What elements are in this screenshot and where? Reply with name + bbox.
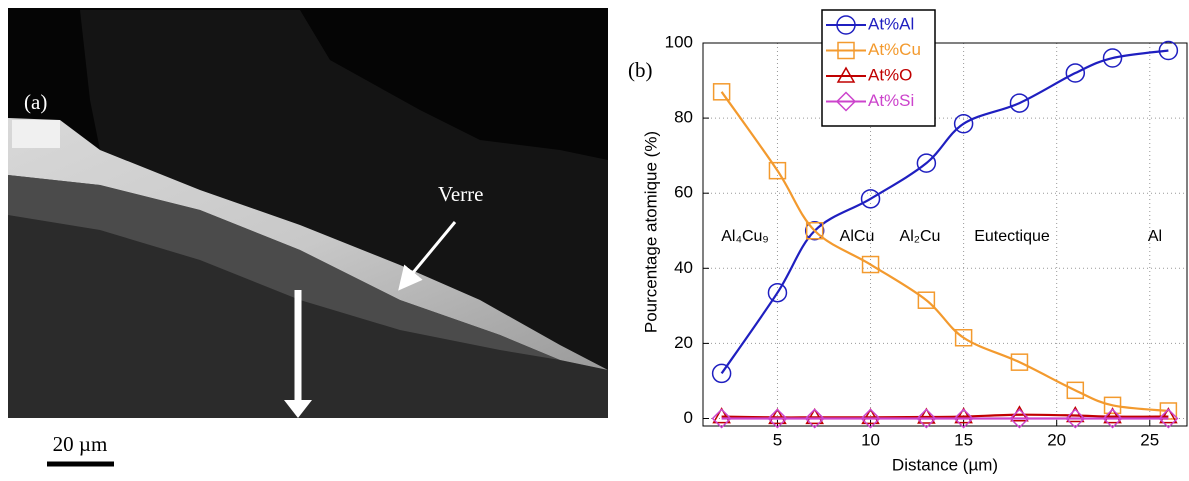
series-line xyxy=(721,413,1169,419)
legend-label: At%Cu xyxy=(868,40,921,59)
marker xyxy=(916,153,937,173)
marker xyxy=(1158,40,1179,61)
marker xyxy=(804,408,825,429)
legend-box xyxy=(821,9,936,127)
x-tick-label: 20 xyxy=(1047,430,1066,449)
marker xyxy=(1103,396,1122,415)
marker xyxy=(711,363,732,384)
x-tick-label: 25 xyxy=(1140,430,1159,449)
marker xyxy=(1009,93,1030,113)
marker xyxy=(837,41,855,60)
marker xyxy=(954,329,973,347)
marker xyxy=(712,83,731,101)
marker xyxy=(1010,353,1029,371)
marker xyxy=(836,15,856,35)
y-tick-label: 60 xyxy=(674,183,693,202)
chart-label: (b) xyxy=(628,58,653,82)
marker xyxy=(1066,381,1085,400)
marker xyxy=(805,221,824,240)
marker xyxy=(805,407,824,425)
marker xyxy=(1065,63,1086,83)
x-tick-label: 15 xyxy=(954,430,973,449)
phase-label: Al₄Cu₉ xyxy=(721,228,769,245)
marker xyxy=(804,220,825,241)
plot-frame xyxy=(702,42,1188,427)
image-annotation: Verre xyxy=(438,182,483,206)
marker xyxy=(917,291,936,309)
marker xyxy=(1009,408,1030,429)
marker xyxy=(1102,408,1123,429)
marker xyxy=(917,407,936,424)
x-tick-label: 5 xyxy=(773,430,782,449)
marker xyxy=(1159,407,1178,424)
marker xyxy=(860,189,881,209)
y-tick-label: 0 xyxy=(684,408,693,427)
legend-label: At%O xyxy=(868,65,912,84)
marker xyxy=(861,407,880,425)
marker xyxy=(916,408,937,429)
marker xyxy=(767,282,788,303)
marker xyxy=(835,91,857,112)
marker xyxy=(767,408,788,429)
marker xyxy=(1102,48,1123,68)
marker xyxy=(1103,407,1122,424)
x-tick-label: 10 xyxy=(861,430,880,449)
marker xyxy=(712,407,731,424)
phase-label: Eutectique xyxy=(974,228,1050,245)
image-label: (a) xyxy=(24,90,47,114)
x-axis-label: Distance (µm) xyxy=(892,455,998,474)
y-tick-label: 20 xyxy=(674,333,693,352)
legend-label: At%Si xyxy=(868,91,914,110)
marker xyxy=(711,408,732,429)
y-tick-label: 100 xyxy=(665,32,693,51)
phase-label: Al₂Cu xyxy=(900,228,941,245)
y-axis-label: Pourcentage atomique (%) xyxy=(641,131,660,333)
marker xyxy=(953,113,974,134)
marker xyxy=(954,407,973,424)
scale-bar-label: 20 µm xyxy=(53,432,108,456)
y-tick-label: 40 xyxy=(674,258,693,277)
marker xyxy=(861,255,880,274)
sem-image: (a) Verre xyxy=(8,8,608,418)
marker xyxy=(953,408,974,429)
marker xyxy=(860,408,881,429)
marker xyxy=(768,407,787,425)
y-tick-label: 80 xyxy=(674,108,693,127)
phase-label: AlCu xyxy=(840,228,875,245)
marker xyxy=(1158,408,1179,429)
marker xyxy=(836,66,856,83)
phase-label: Al xyxy=(1148,228,1162,245)
series-line xyxy=(720,49,1169,375)
marker xyxy=(768,161,787,180)
marker xyxy=(1065,408,1086,429)
series-line xyxy=(720,91,1169,413)
legend-label: At%Al xyxy=(868,14,914,33)
